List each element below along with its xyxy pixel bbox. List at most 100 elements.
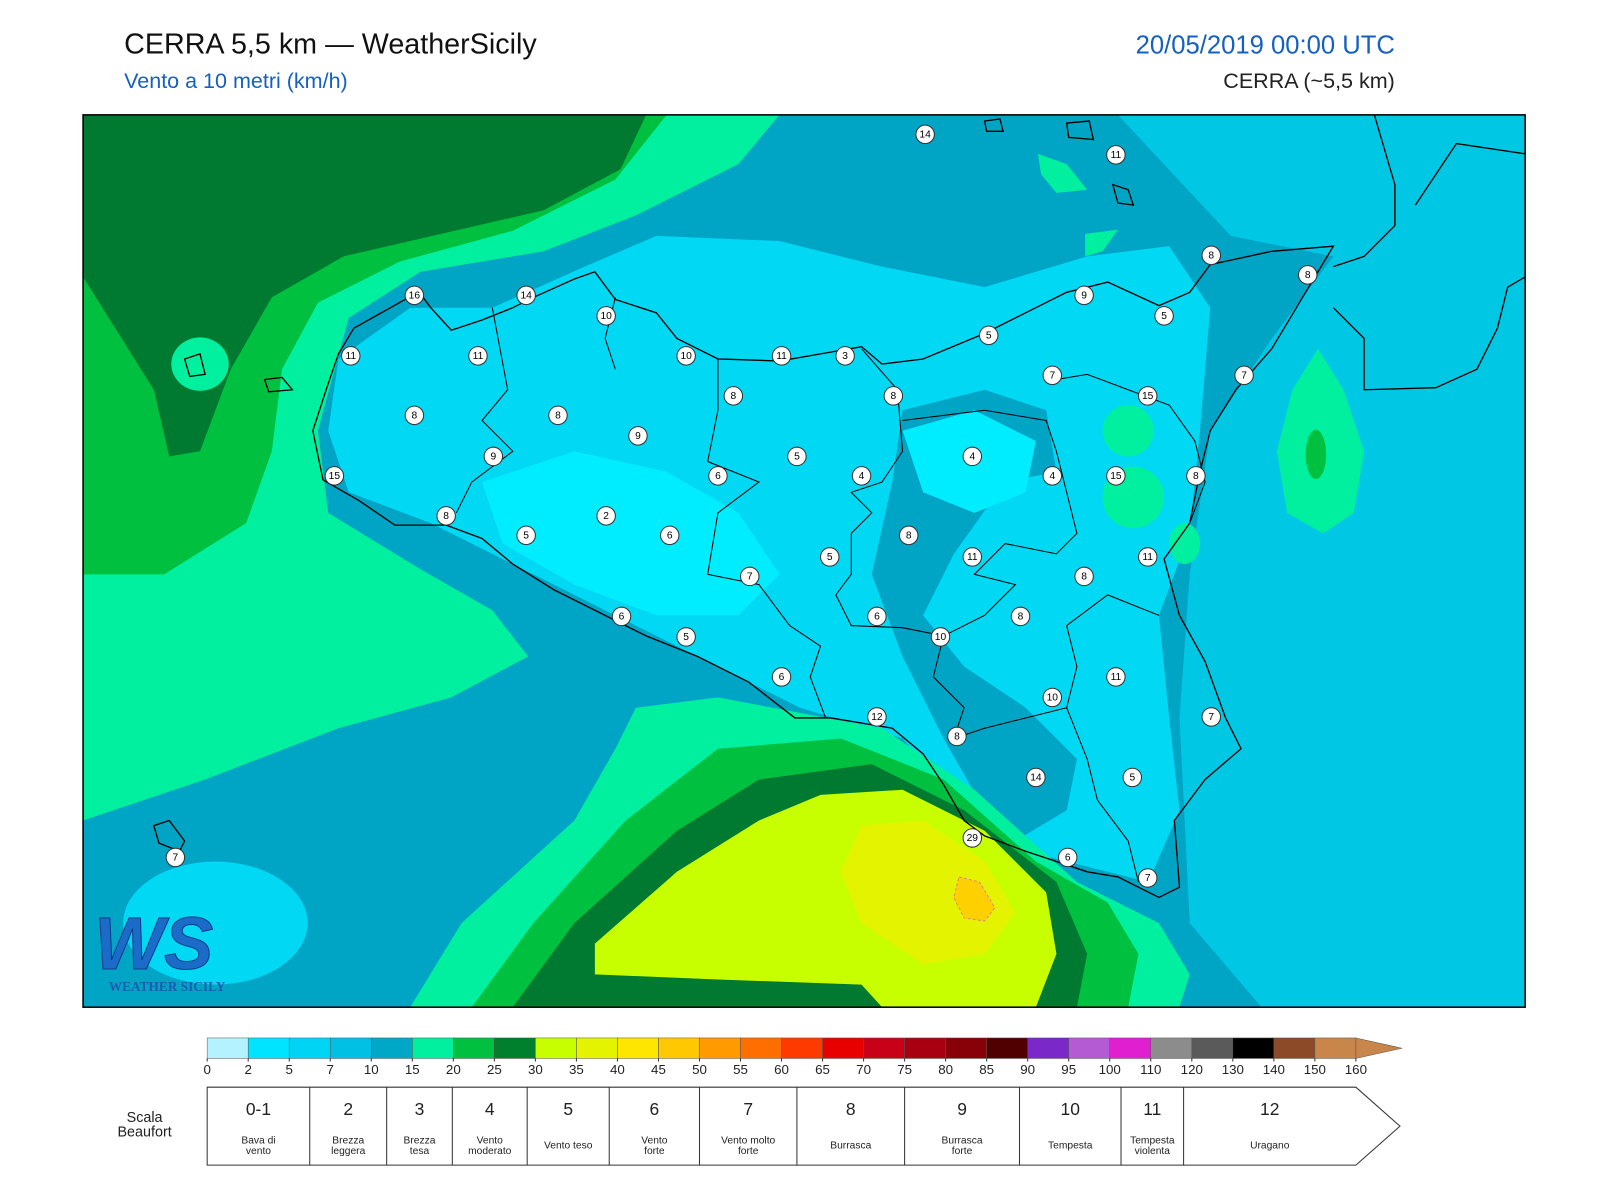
station-value: 14 — [1030, 772, 1042, 783]
station-marker — [883, 386, 904, 406]
colorbar-tick-label: 0 — [203, 1062, 210, 1077]
colorbar-tick-label: 50 — [692, 1062, 707, 1077]
station-value: 10 — [680, 351, 692, 362]
station: 2 — [596, 506, 616, 526]
station-marker — [851, 466, 872, 486]
station: 11 — [1106, 145, 1126, 165]
station-value: 14 — [520, 290, 532, 301]
beaufort-desc: moderato — [468, 1146, 512, 1157]
station: 14 — [516, 285, 536, 306]
beaufort-label: Scala — [127, 1110, 163, 1126]
station-marker — [1122, 767, 1143, 788]
station-value: 7 — [747, 571, 753, 582]
station: 4 — [851, 466, 872, 486]
logo: WS WEATHER SICILY — [94, 902, 226, 994]
station-value: 8 — [1208, 250, 1214, 261]
station-value: 9 — [635, 431, 641, 442]
station-value: 5 — [1129, 772, 1135, 783]
station-marker — [1057, 847, 1078, 868]
station: 6 — [660, 525, 680, 546]
station: 5 — [978, 325, 999, 346]
wind-zone — [123, 861, 308, 985]
station-value: 2 — [603, 511, 609, 522]
station: 14 — [915, 124, 935, 145]
colorbar-segment — [1109, 1037, 1152, 1059]
station-value: 10 — [935, 632, 947, 643]
station-marker — [1137, 547, 1158, 567]
beaufort-desc: vento — [246, 1146, 271, 1157]
station-value: 8 — [730, 391, 736, 402]
station: 6 — [867, 606, 887, 627]
station-marker — [867, 707, 887, 727]
station: 6 — [708, 466, 728, 486]
station-value: 7 — [1241, 370, 1247, 381]
station-marker — [898, 525, 919, 546]
station-marker — [787, 446, 807, 467]
station: 8 — [1186, 466, 1206, 486]
station-marker — [947, 726, 967, 747]
station: 5 — [1122, 767, 1143, 788]
station-value: 3 — [842, 351, 848, 362]
colorbar-segment — [863, 1037, 905, 1059]
station: 5 — [820, 547, 840, 567]
beaufort-desc: forte — [738, 1146, 759, 1157]
colorbar-tick-label: 20 — [446, 1062, 461, 1077]
colorbar-tick-label: 110 — [1140, 1062, 1161, 1077]
station-marker — [771, 667, 792, 687]
station-marker — [771, 346, 792, 366]
colorbar-tick-label: 140 — [1263, 1062, 1285, 1077]
station-value: 5 — [986, 330, 992, 341]
station: 9 — [483, 446, 504, 467]
station-value: 10 — [600, 311, 612, 322]
station-marker — [676, 627, 696, 647]
colorbar: 0 2 5 7 10 15 20 25 30 35 40 45 50 55 60 65 70 75 80 85 90 95… — [203, 1037, 1403, 1077]
station: 11 — [341, 346, 361, 366]
station-value: 12 — [871, 712, 883, 723]
subtitle: Vento a 10 metri (km/h) — [124, 69, 348, 93]
wind-zone — [1037, 153, 1088, 193]
colorbar-segment — [576, 1037, 618, 1059]
colorbar-segment — [904, 1037, 946, 1059]
colorbar-segment — [1314, 1037, 1357, 1059]
beaufort-desc: Vento — [641, 1136, 668, 1147]
wind-zone — [1085, 229, 1118, 257]
wind-zone — [1169, 523, 1200, 565]
station-value: 7 — [173, 852, 179, 863]
colorbar-tick-label: 10 — [364, 1062, 379, 1077]
colorbar-tick-label: 7 — [327, 1062, 334, 1077]
station: 8 — [436, 506, 456, 526]
station: 15 — [1137, 386, 1158, 406]
beaufort-desc: Tempesta — [1130, 1136, 1175, 1147]
station-value: 9 — [490, 451, 496, 462]
station-value: 6 — [619, 611, 625, 622]
station-marker — [1297, 265, 1318, 285]
station-value: 11 — [1111, 150, 1122, 161]
station-value: 11 — [776, 351, 787, 362]
station: 9 — [1074, 285, 1094, 306]
map-frame — [82, 114, 1526, 1008]
station-marker — [483, 446, 504, 467]
beaufort-desc: leggera — [331, 1146, 365, 1157]
colorbar-segment — [494, 1037, 536, 1059]
station-value: 11 — [345, 351, 356, 362]
station-marker — [596, 506, 616, 526]
colorbar-tick-label: 15 — [405, 1062, 420, 1077]
station-marker — [404, 285, 425, 306]
station: 6 — [771, 667, 792, 687]
beaufort-desc: Bava di — [241, 1136, 275, 1147]
station: 8 — [947, 726, 967, 747]
station-marker — [962, 446, 983, 467]
beaufort-force: 0-1 — [246, 1099, 271, 1119]
beaufort-desc: Burrasca — [830, 1141, 871, 1152]
station-marker — [915, 124, 935, 145]
stations: 14 11 8 8 9 5 5 16 14 10 11 11 10 11 3 7 15 7 8 8 8 8 9 9 5 4 15 6 4… — [165, 124, 1318, 888]
colorbar-segment — [453, 1037, 495, 1059]
colorbar-tick-label: 120 — [1181, 1062, 1203, 1077]
colorbar-segment — [822, 1037, 864, 1059]
colorbar-segment — [535, 1037, 577, 1059]
station: 11 — [468, 346, 488, 366]
colorbar-tick-label: 85 — [979, 1062, 994, 1077]
station: 12 — [867, 707, 887, 727]
colorbar-tick-label: 25 — [487, 1062, 502, 1077]
beaufort-force: 11 — [1143, 1099, 1161, 1119]
